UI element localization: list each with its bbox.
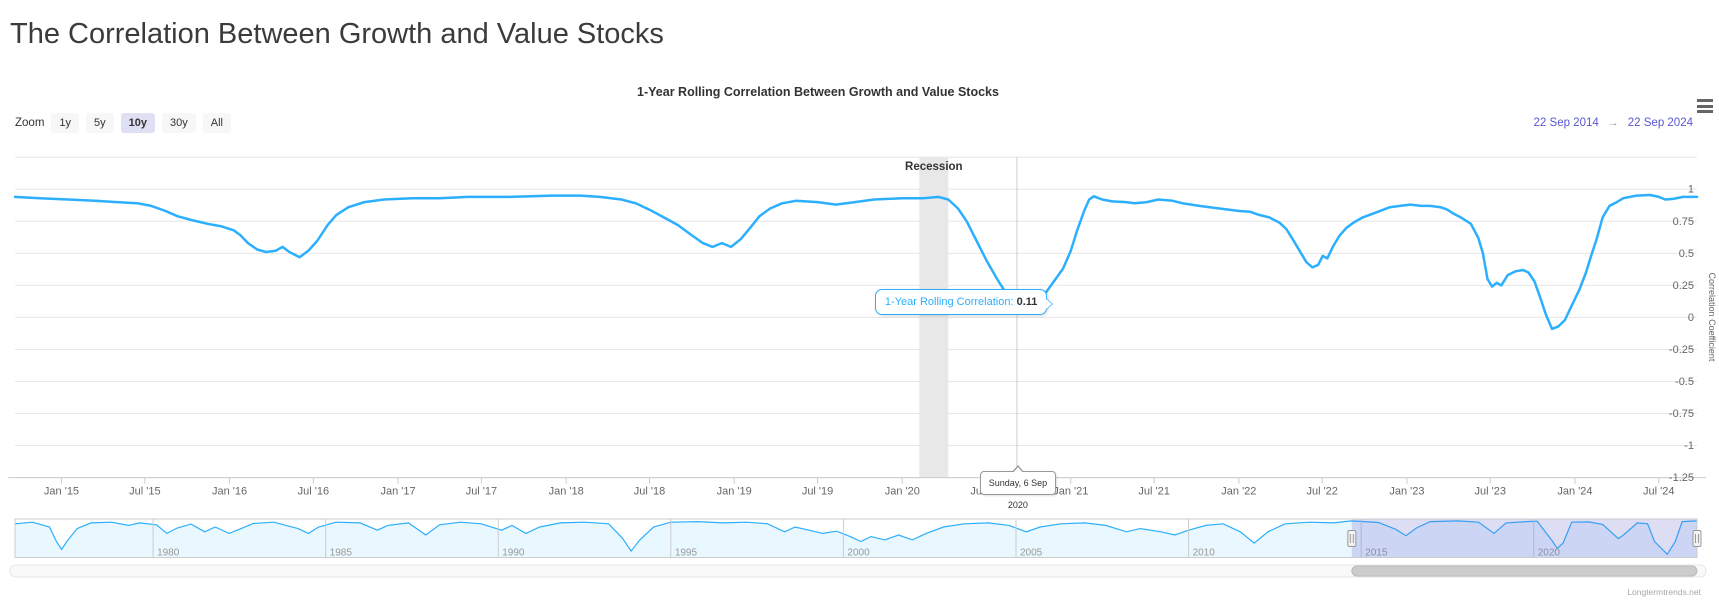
y-axis-label: 0.75 — [1673, 216, 1694, 228]
x-axis-label: Jan '17 — [381, 486, 416, 498]
range-arrow-icon: → — [1607, 117, 1619, 129]
y-axis-label: -1 — [1684, 440, 1694, 452]
navigator-year-label: 1980 — [157, 548, 180, 559]
x-axis-label: Jan '20 — [885, 486, 920, 498]
recession-plot-band — [919, 157, 949, 478]
range-to-input[interactable]: 22 Sep 2024 — [1627, 117, 1693, 129]
tooltip-value: 0.11 — [1016, 296, 1038, 309]
correlation-series-line — [13, 193, 1699, 331]
date-tooltip-arrow — [1011, 465, 1024, 473]
range-from-input[interactable]: 22 Sep 2014 — [1533, 117, 1599, 129]
navigator-year-label: 2020 — [1538, 548, 1561, 559]
zoom-label: Zoom — [15, 117, 45, 129]
navigator-year-label: 1995 — [675, 548, 698, 559]
x-axis-label: Jan '15 — [44, 486, 79, 498]
navigator-selected-mask[interactable] — [1351, 519, 1697, 558]
x-axis-label: Jul '17 — [466, 486, 497, 498]
x-axis-label: Jul '16 — [298, 486, 329, 498]
navigator-year-label: 2000 — [847, 548, 870, 559]
zoom-button-5y[interactable]: 5y — [86, 113, 114, 133]
navigator-year-label: 1990 — [502, 548, 525, 559]
y-axis-label: -0.5 — [1675, 376, 1694, 388]
x-axis-label: Jan '23 — [1389, 486, 1424, 498]
navigator-line — [14, 520, 1697, 556]
zoom-button-all[interactable]: All — [202, 113, 231, 133]
chart-context-menu-icon[interactable] — [1697, 99, 1713, 113]
crosshair-date-tooltip: Sunday, 6 Sep 2020 — [979, 465, 1056, 510]
x-axis-label: Jan '22 — [1221, 486, 1256, 498]
x-axis-label: Jan '16 — [212, 486, 247, 498]
x-axis-label: Jul '23 — [1475, 486, 1506, 498]
navigator-year-label: 2005 — [1020, 548, 1043, 559]
recession-band-label: Recession — [905, 161, 963, 173]
navigator-year-label: 1985 — [330, 548, 353, 559]
x-axis-label: Jul '15 — [129, 486, 160, 498]
zoom-button-1y[interactable]: 1y — [51, 113, 80, 133]
tooltip-callout-arrow — [1045, 298, 1054, 311]
x-axis-label: Jul '21 — [1138, 486, 1169, 498]
y-axis-label: -1.25 — [1669, 472, 1694, 484]
page-title: The Correlation Between Growth and Value… — [10, 18, 664, 50]
zoom-button-30y[interactable]: 30y — [162, 113, 196, 133]
zoom-buttons: 1y 5y 10y 30y All — [51, 113, 231, 133]
zoom-button-10y[interactable]: 10y — [120, 113, 156, 133]
y-axis-title: Correlation Coefficient — [1707, 273, 1717, 362]
range-selector: Zoom 1y 5y 10y 30y All — [15, 113, 231, 133]
y-axis-label: -0.25 — [1669, 344, 1694, 356]
x-axis-label: Jan '21 — [1053, 486, 1088, 498]
x-axis-label: Jul '24 — [1643, 486, 1674, 498]
y-axis-label: 0.5 — [1679, 248, 1694, 260]
navigator-handle-right[interactable] — [1692, 530, 1702, 547]
y-axis-label: 0.25 — [1673, 280, 1694, 292]
x-axis-label: Jan '19 — [717, 486, 752, 498]
x-axis-label: Jul '18 — [634, 486, 665, 498]
navigator-year-label: 2015 — [1365, 548, 1388, 559]
tooltip-series-label: 1-Year Rolling Correlation: — [884, 296, 1014, 309]
range-inputs: 22 Sep 2014 → 22 Sep 2024 — [1534, 117, 1693, 129]
x-axis-label: Jan '18 — [549, 486, 584, 498]
x-axis-label: Jan '24 — [1557, 486, 1592, 498]
date-tooltip-text: Sunday, 6 Sep 2020 — [988, 478, 1048, 510]
x-axis-label: Jul '19 — [802, 486, 833, 498]
chart-title: 1-Year Rolling Correlation Between Growt… — [637, 85, 999, 99]
navigator-handle-left[interactable] — [1347, 530, 1357, 547]
navigator-year-label: 2010 — [1193, 548, 1216, 559]
y-axis-label: 1 — [1688, 184, 1694, 196]
watermark: Longtermtrends.net — [1627, 587, 1701, 597]
navigator-area-fill — [15, 520, 1697, 558]
series-tooltip: 1-Year Rolling Correlation: 0.11 — [874, 289, 1054, 316]
scrollbar-thumb[interactable] — [1351, 565, 1698, 577]
scrollbar-track[interactable] — [9, 564, 1707, 578]
x-axis-label: Jul '22 — [1306, 486, 1337, 498]
y-axis-label: 0 — [1688, 312, 1694, 324]
y-axis-label: -0.75 — [1669, 408, 1694, 420]
